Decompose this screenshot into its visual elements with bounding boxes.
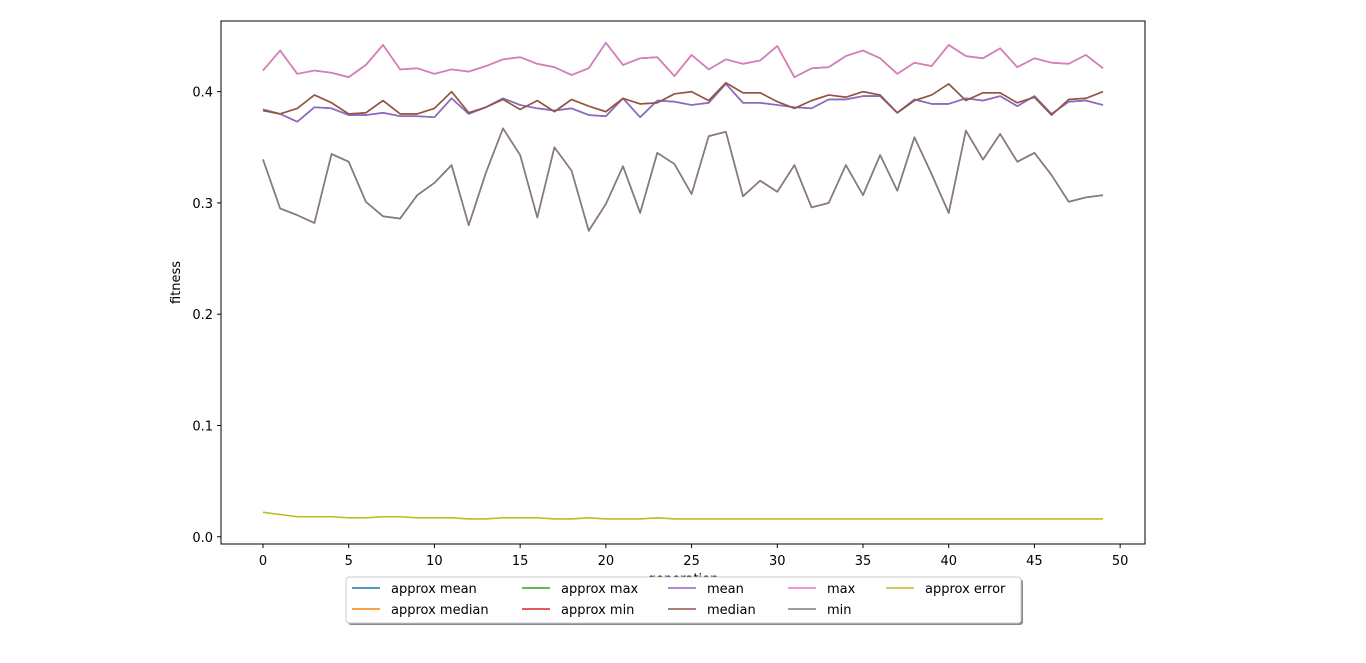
legend-label: approx error <box>925 582 1006 597</box>
legend-label: approx median <box>391 603 489 618</box>
x-tick-label: 40 <box>940 554 957 569</box>
series-line-median <box>262 81 1104 116</box>
legend-label: approx max <box>561 582 639 597</box>
series-line-max <box>262 41 1104 78</box>
y-tick-label: 0.2 <box>192 308 213 323</box>
series-line-approx-error <box>262 511 1103 520</box>
legend-label: max <box>827 582 856 597</box>
x-tick-label: 45 <box>1026 554 1043 569</box>
x-tick-label: 25 <box>683 554 700 569</box>
y-tick-label: 0.1 <box>192 419 213 434</box>
legend-label: min <box>827 603 852 618</box>
x-tick-label: 5 <box>345 554 353 569</box>
series-lines <box>262 41 1104 520</box>
x-tick-label: 0 <box>259 554 267 569</box>
series-line-mean <box>262 83 1104 123</box>
legend-label: median <box>707 603 756 618</box>
x-tick-label: 35 <box>855 554 872 569</box>
legend: approx mean approx median approx max approx… <box>345 576 1023 625</box>
x-tick-label: 10 <box>426 554 443 569</box>
plot-area <box>220 20 1146 545</box>
legend-label: mean <box>707 582 744 597</box>
y-tick-label: 0.0 <box>192 531 213 546</box>
series-line-min <box>262 127 1104 232</box>
y-axis: 0.0 0.1 0.2 0.3 0.4 <box>192 86 221 546</box>
plot-frame <box>220 20 1146 545</box>
y-tick-label: 0.3 <box>192 197 213 212</box>
x-tick-label: 15 <box>512 554 529 569</box>
x-tick-label: 30 <box>769 554 786 569</box>
x-tick-label: 50 <box>1112 554 1129 569</box>
x-axis: 0 5 10 15 20 25 30 35 40 45 50 <box>259 544 1129 569</box>
y-axis-label: fitness <box>169 261 184 304</box>
y-tick-label: 0.4 <box>192 86 213 101</box>
legend-label: approx min <box>561 603 634 618</box>
legend-box <box>345 576 1022 624</box>
x-tick-label: 20 <box>598 554 615 569</box>
legend-label: approx mean <box>391 582 477 597</box>
